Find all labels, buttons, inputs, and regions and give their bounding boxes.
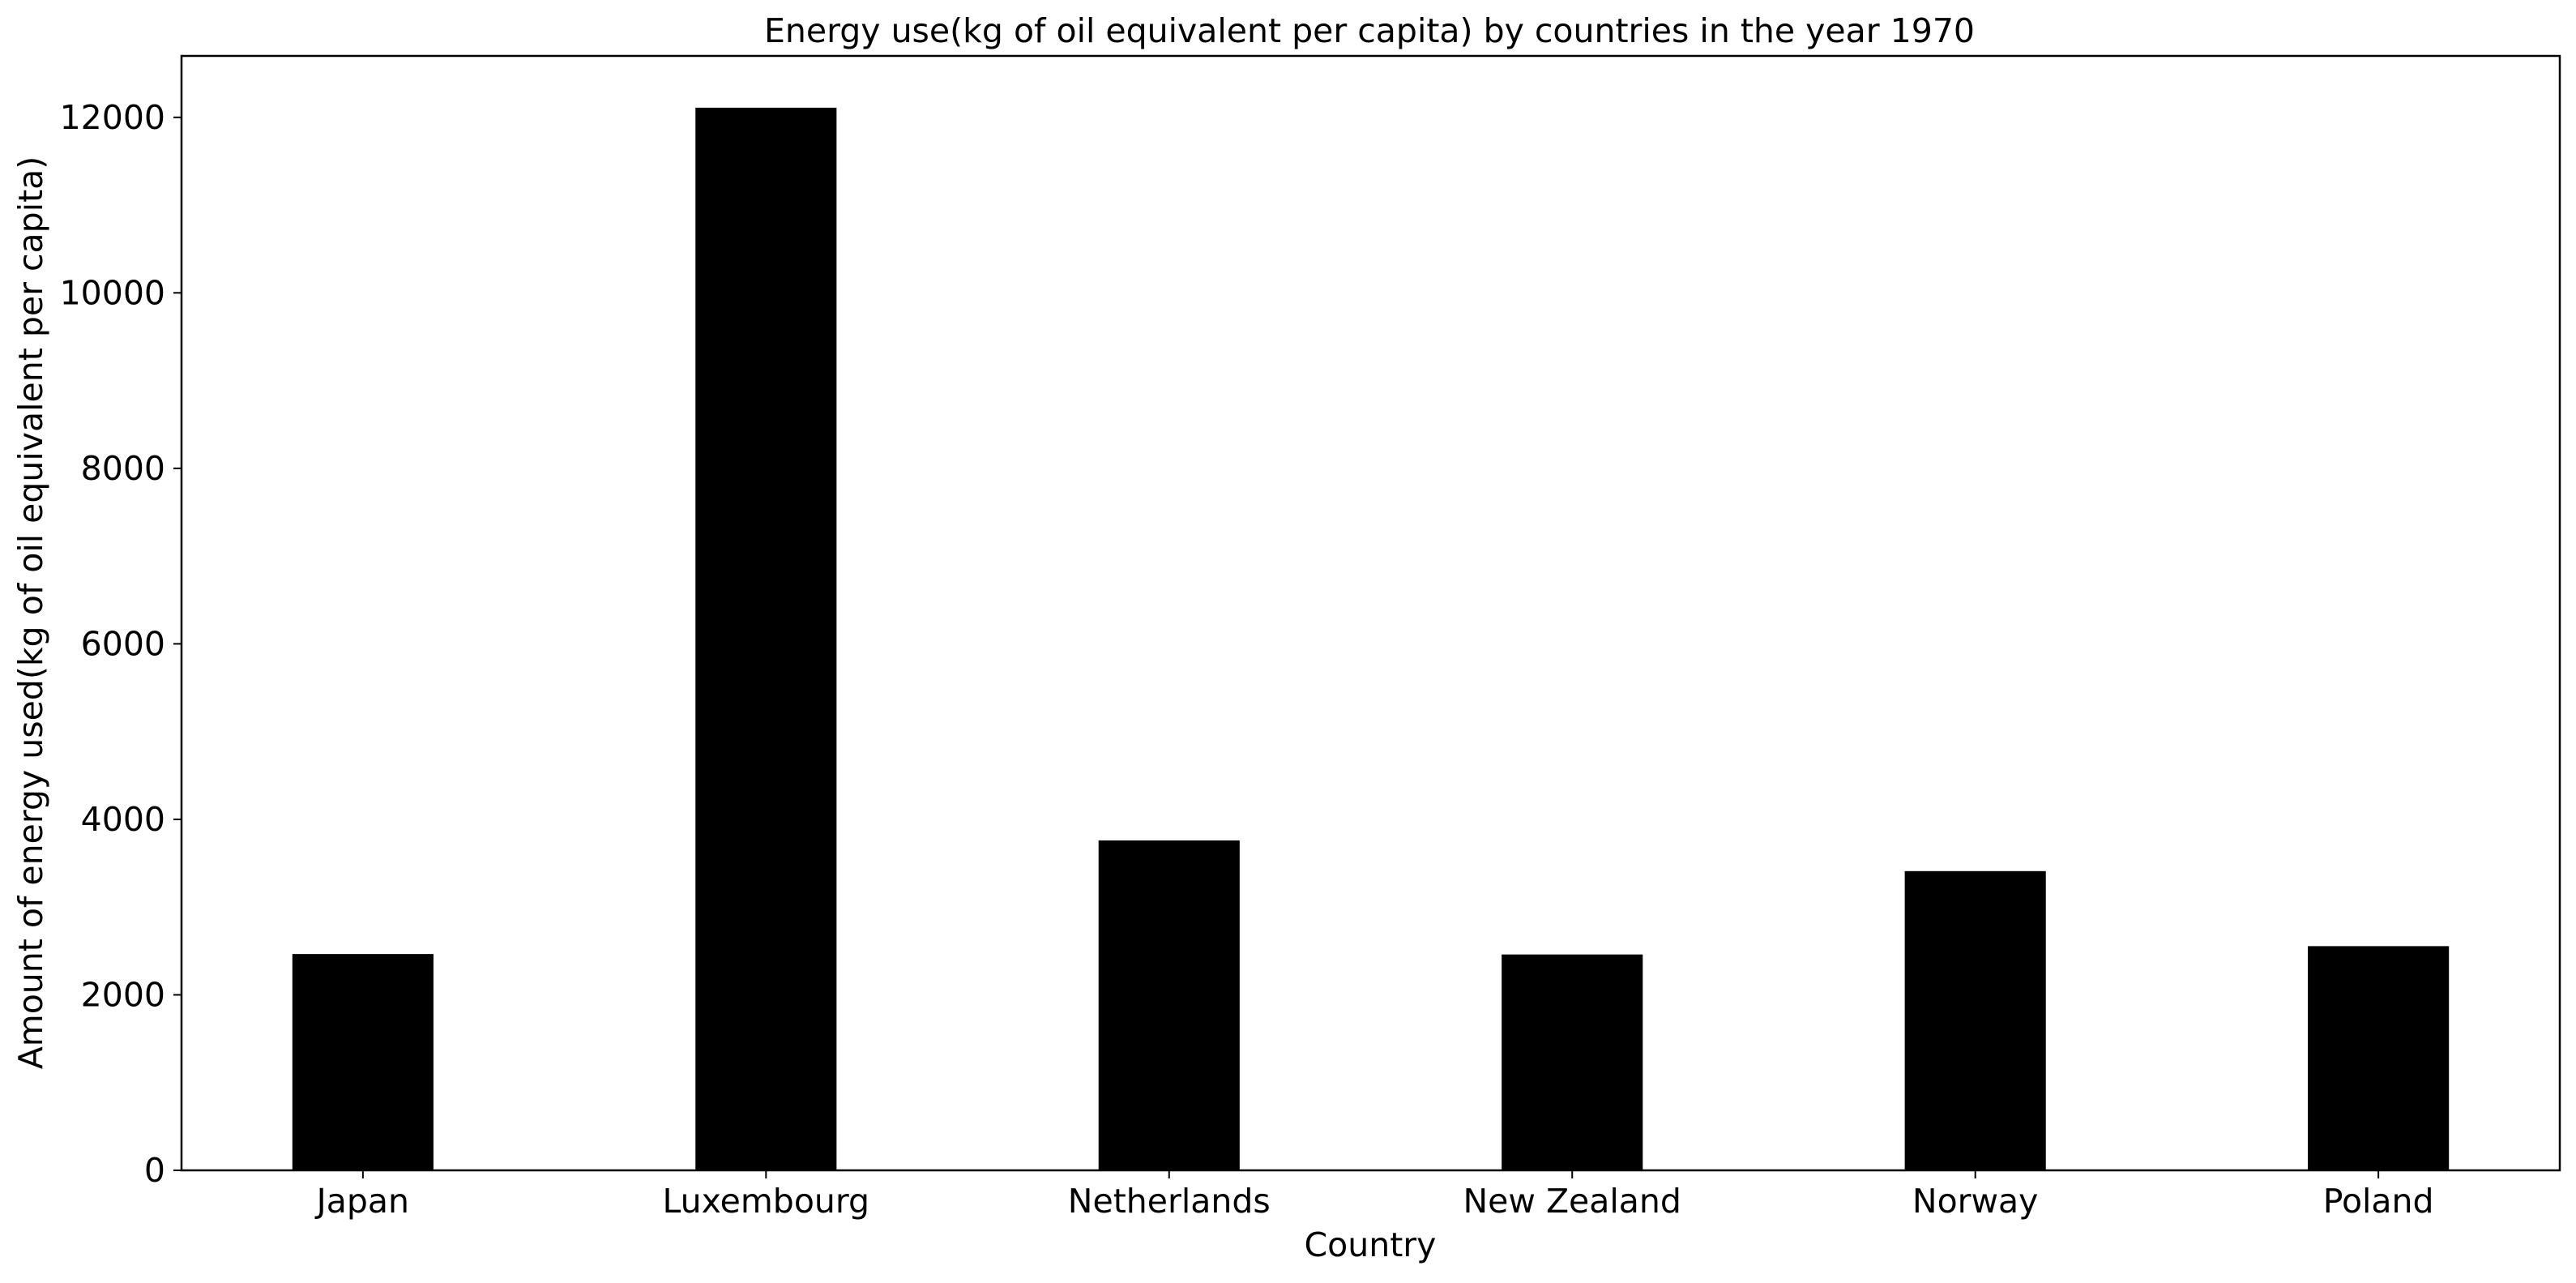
y-tick-label: 2000 [81, 975, 165, 1014]
bar-netherlands [1098, 840, 1240, 1170]
x-tick-label: Netherlands [1068, 1182, 1271, 1221]
y-tick-label: 10000 [60, 273, 165, 312]
y-tick-label: 4000 [81, 800, 165, 839]
y-axis-ticks: 0 2000 4000 6000 8000 10000 12000 [60, 98, 182, 1190]
bar-new-zealand [1502, 954, 1643, 1170]
x-tick-label: Poland [2323, 1182, 2434, 1221]
x-axis-ticks: Japan Luxembourg Netherlands New Zealand Nor… [314, 1170, 2434, 1221]
bar-poland [2308, 946, 2450, 1170]
y-tick-label: 8000 [81, 449, 165, 488]
plot-frame [180, 54, 2561, 1172]
bars-group [292, 107, 2450, 1170]
x-tick-label: New Zealand [1463, 1182, 1681, 1221]
y-tick-label: 0 [144, 1151, 165, 1190]
chart-title: Energy use(kg of oil equivalent per capi… [764, 11, 1975, 50]
y-tick-label: 12000 [60, 98, 165, 137]
y-tick-label: 6000 [81, 624, 165, 663]
bar-japan [292, 954, 434, 1170]
bar-luxembourg [695, 107, 837, 1170]
x-tick-label: Japan [314, 1182, 409, 1221]
x-axis-label: Country [1305, 1225, 1437, 1264]
x-tick-label: Norway [1912, 1182, 2039, 1221]
bar-norway [1904, 870, 2046, 1170]
y-axis-label: Amount of energy used(kg of oil equivale… [11, 156, 50, 1070]
x-tick-label: Luxembourg [663, 1182, 870, 1221]
